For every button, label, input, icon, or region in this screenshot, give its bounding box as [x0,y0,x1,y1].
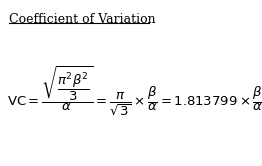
Text: $\mathrm{VC} = \dfrac{\sqrt{\dfrac{\pi^2\beta^2}{3}}}{\alpha} = \dfrac{\pi}{\sqr: $\mathrm{VC} = \dfrac{\sqrt{\dfrac{\pi^2… [7,65,262,118]
Text: Coefficient of Variation: Coefficient of Variation [9,13,156,26]
